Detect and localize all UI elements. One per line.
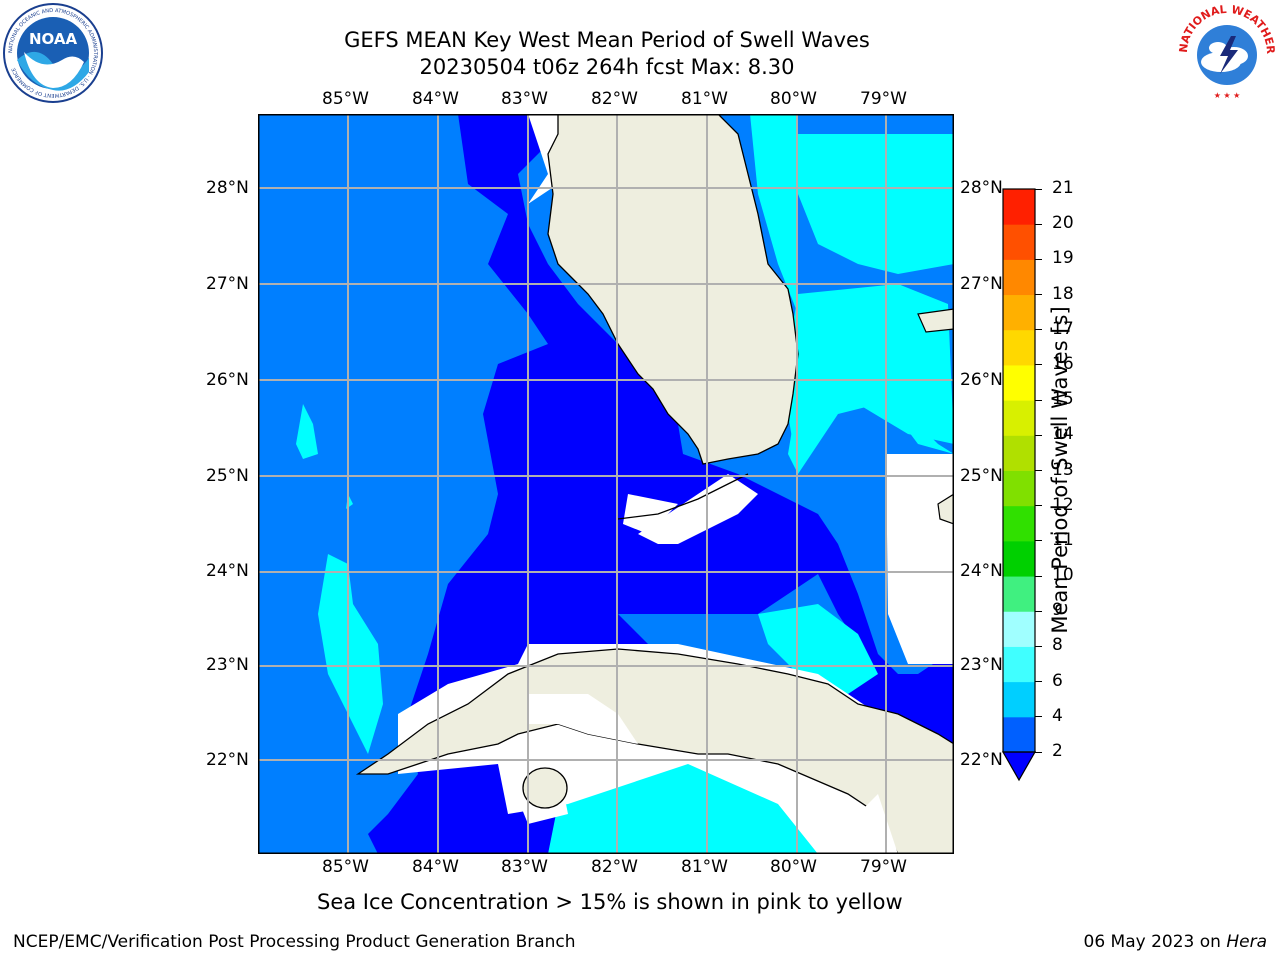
colorbar-segment (1003, 681, 1035, 718)
lon-label-top: 81°W (681, 89, 728, 109)
colorbar-tick-mark (1035, 751, 1042, 753)
footer-right: 06 May 2023 on Hera (1084, 932, 1268, 952)
footer-date: 06 May 2023 on (1083, 932, 1227, 952)
colorbar-tick-mark (1035, 505, 1042, 507)
colorbar-segment (1003, 505, 1035, 542)
colorbar-tick-mark (1035, 434, 1042, 436)
colorbar-tick-mark (1035, 188, 1042, 190)
colorbar-tick-label: 12 (1052, 494, 1074, 515)
colorbar-tick-label: 9 (1052, 600, 1063, 621)
colorbar-tick-mark (1035, 258, 1042, 260)
colorbar-tick-label: 6 (1052, 670, 1063, 691)
colorbar-tick-mark (1035, 470, 1042, 471)
colorbar-segment (1003, 435, 1035, 471)
lon-label-bottom: 82°W (591, 857, 638, 877)
colorbar-tick-label: 17 (1052, 318, 1074, 339)
colorbar-segment (1003, 329, 1035, 366)
lon-label-top: 84°W (412, 89, 459, 109)
noaa-logo-icon: NOAA NATIONAL OCEANIC AND ATMOSPHERIC AD… (3, 3, 103, 103)
lon-label-top: 80°W (770, 89, 817, 109)
lat-label-left: 25°N (206, 466, 249, 486)
colorbar-tick-mark (1035, 681, 1042, 683)
colorbar-tick-mark (1035, 294, 1042, 296)
colorbar-segment (1003, 611, 1035, 647)
lon-label-top: 79°W (860, 89, 907, 109)
lat-label-left: 26°N (206, 370, 249, 390)
lat-label-left: 23°N (206, 655, 249, 675)
colorbar-label: Mean Period of Swell Waves [s] (1048, 306, 1072, 634)
colorbar-segment (1003, 294, 1035, 331)
colorbar-tick-mark (1035, 329, 1042, 331)
colorbar-segment (1003, 646, 1035, 683)
lon-label-bottom: 83°W (501, 857, 548, 877)
lat-label-left: 22°N (206, 750, 249, 770)
lon-label-top: 83°W (501, 89, 548, 109)
graticule (258, 114, 954, 854)
colorbar-tick-mark (1035, 610, 1042, 612)
lat-label-right: 28°N (960, 178, 1003, 198)
lat-label-right: 22°N (960, 750, 1003, 770)
colorbar-tick-mark (1035, 399, 1042, 401)
colorbar-segment (1003, 189, 1035, 225)
colorbar-segment (1003, 224, 1035, 260)
chart-subtitle: 20230504 t06z 264h fcst Max: 8.30 (419, 55, 795, 79)
lat-label-right: 25°N (960, 466, 1003, 486)
colorbar-tick-label: 2 (1052, 741, 1063, 761)
lon-label-top: 82°W (591, 89, 638, 109)
chart-title: GEFS MEAN Key West Mean Period of Swell … (344, 28, 870, 52)
lat-label-right: 23°N (960, 655, 1003, 675)
colorbar-segment (1003, 364, 1035, 401)
nws-logo-icon: NATIONAL WEATHER SERVICE ★ ★ ★ (1176, 2, 1277, 102)
colorbar-tick-label: 15 (1052, 389, 1074, 410)
colorbar-segment (1003, 576, 1035, 612)
lon-label-bottom: 84°W (412, 857, 459, 877)
colorbar-tick-label: 11 (1052, 529, 1074, 550)
lon-label-bottom: 81°W (681, 857, 728, 877)
colorbar-segment (1003, 716, 1035, 753)
colorbar (1001, 188, 1037, 782)
colorbar-segment (1003, 259, 1035, 296)
colorbar-tick-mark (1035, 645, 1042, 647)
colorbar-tick-mark (1035, 575, 1042, 577)
lon-label-bottom: 85°W (322, 857, 369, 877)
colorbar-tick-mark (1035, 540, 1042, 542)
florida-land (547, 114, 799, 465)
lat-label-right: 27°N (960, 274, 1003, 294)
lon-label-top: 85°W (322, 89, 369, 109)
colorbar-tick-label: 10 (1052, 565, 1074, 586)
colorbar-tick-label: 13 (1052, 459, 1074, 480)
footer-host: Hera (1226, 932, 1267, 952)
colorbar-tick-label: 19 (1052, 248, 1074, 269)
colorbar-tick-label: 16 (1052, 353, 1074, 374)
sea-ice-note: Sea Ice Concentration > 15% is shown in … (317, 890, 903, 914)
lat-label-left: 24°N (206, 561, 249, 581)
colorbar-segment (1003, 540, 1035, 577)
colorbar-tick-label: 14 (1052, 424, 1074, 445)
colorbar-tick-label: 18 (1052, 283, 1074, 304)
svg-text:★ ★ ★: ★ ★ ★ (1214, 91, 1241, 100)
lon-label-bottom: 79°W (860, 857, 907, 877)
noaa-logo-text: NOAA (29, 30, 78, 48)
nodata-region (638, 474, 758, 544)
colorbar-segment (1003, 470, 1035, 507)
colorbar-tick-mark (1035, 716, 1042, 718)
colorbar-segment (1003, 400, 1035, 436)
colorbar-tick-label: 8 (1052, 635, 1063, 656)
lon-label-bottom: 80°W (770, 857, 817, 877)
map-panel (258, 114, 954, 854)
colorbar-tick-label: 4 (1052, 705, 1063, 726)
lat-label-left: 28°N (206, 178, 249, 198)
lat-label-left: 27°N (206, 274, 249, 294)
colorbar-tick-label: 20 (1052, 213, 1074, 234)
lat-label-right: 26°N (960, 370, 1003, 390)
cuba-land (355, 648, 954, 854)
colorbar-tick-mark (1035, 364, 1042, 366)
footer-left: NCEP/EMC/Verification Post Processing Pr… (13, 932, 576, 952)
lat-label-right: 24°N (960, 561, 1003, 581)
colorbar-tick-mark (1035, 223, 1042, 225)
colorbar-tick-label: 21 (1052, 178, 1074, 198)
